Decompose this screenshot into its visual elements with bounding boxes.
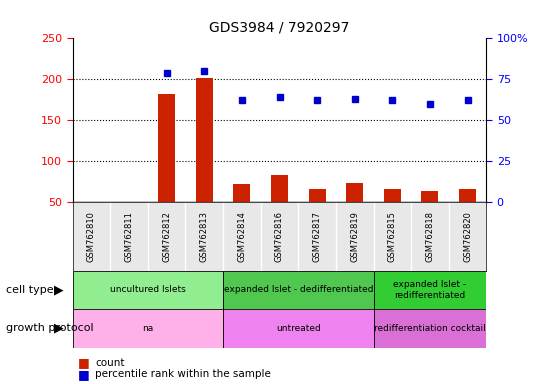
Text: ■: ■ <box>78 356 90 369</box>
Bar <box>223 271 373 309</box>
Text: ▶: ▶ <box>54 283 64 296</box>
Text: untreated: untreated <box>276 324 321 333</box>
Text: expanded Islet -
redifferentiated: expanded Islet - redifferentiated <box>394 280 466 300</box>
Bar <box>234 184 250 202</box>
Text: percentile rank within the sample: percentile rank within the sample <box>95 369 271 379</box>
Text: GSM762817: GSM762817 <box>312 211 321 262</box>
Bar <box>373 271 486 309</box>
Text: GSM762820: GSM762820 <box>463 211 472 262</box>
Text: ▶: ▶ <box>54 322 64 335</box>
Text: GSM762811: GSM762811 <box>125 211 134 262</box>
Text: GSM762814: GSM762814 <box>238 211 247 262</box>
Text: uncultured Islets: uncultured Islets <box>110 285 186 295</box>
Title: GDS3984 / 7920297: GDS3984 / 7920297 <box>209 20 350 35</box>
Text: count: count <box>95 358 125 368</box>
Text: expanded Islet - dedifferentiated: expanded Islet - dedifferentiated <box>224 285 373 295</box>
Text: GSM762812: GSM762812 <box>162 211 171 262</box>
Bar <box>158 94 175 202</box>
Bar <box>196 78 213 202</box>
Text: GSM762818: GSM762818 <box>425 211 434 262</box>
Text: na: na <box>142 324 154 333</box>
Text: GSM762816: GSM762816 <box>275 211 284 262</box>
Text: GSM762815: GSM762815 <box>388 211 397 262</box>
Bar <box>73 271 223 309</box>
Text: GSM762810: GSM762810 <box>87 211 96 262</box>
Bar <box>73 309 223 348</box>
Bar <box>459 189 476 202</box>
Bar <box>223 309 373 348</box>
Bar <box>309 189 325 202</box>
Text: GSM762819: GSM762819 <box>350 211 359 262</box>
Text: growth protocol: growth protocol <box>6 323 93 333</box>
Bar <box>346 183 363 202</box>
Text: GSM762813: GSM762813 <box>200 211 209 262</box>
Text: redifferentiation cocktail: redifferentiation cocktail <box>374 324 486 333</box>
Bar <box>373 309 486 348</box>
Text: cell type: cell type <box>6 285 53 295</box>
Bar <box>271 175 288 202</box>
Bar <box>384 189 401 202</box>
Bar <box>421 191 438 202</box>
Text: ■: ■ <box>78 368 90 381</box>
